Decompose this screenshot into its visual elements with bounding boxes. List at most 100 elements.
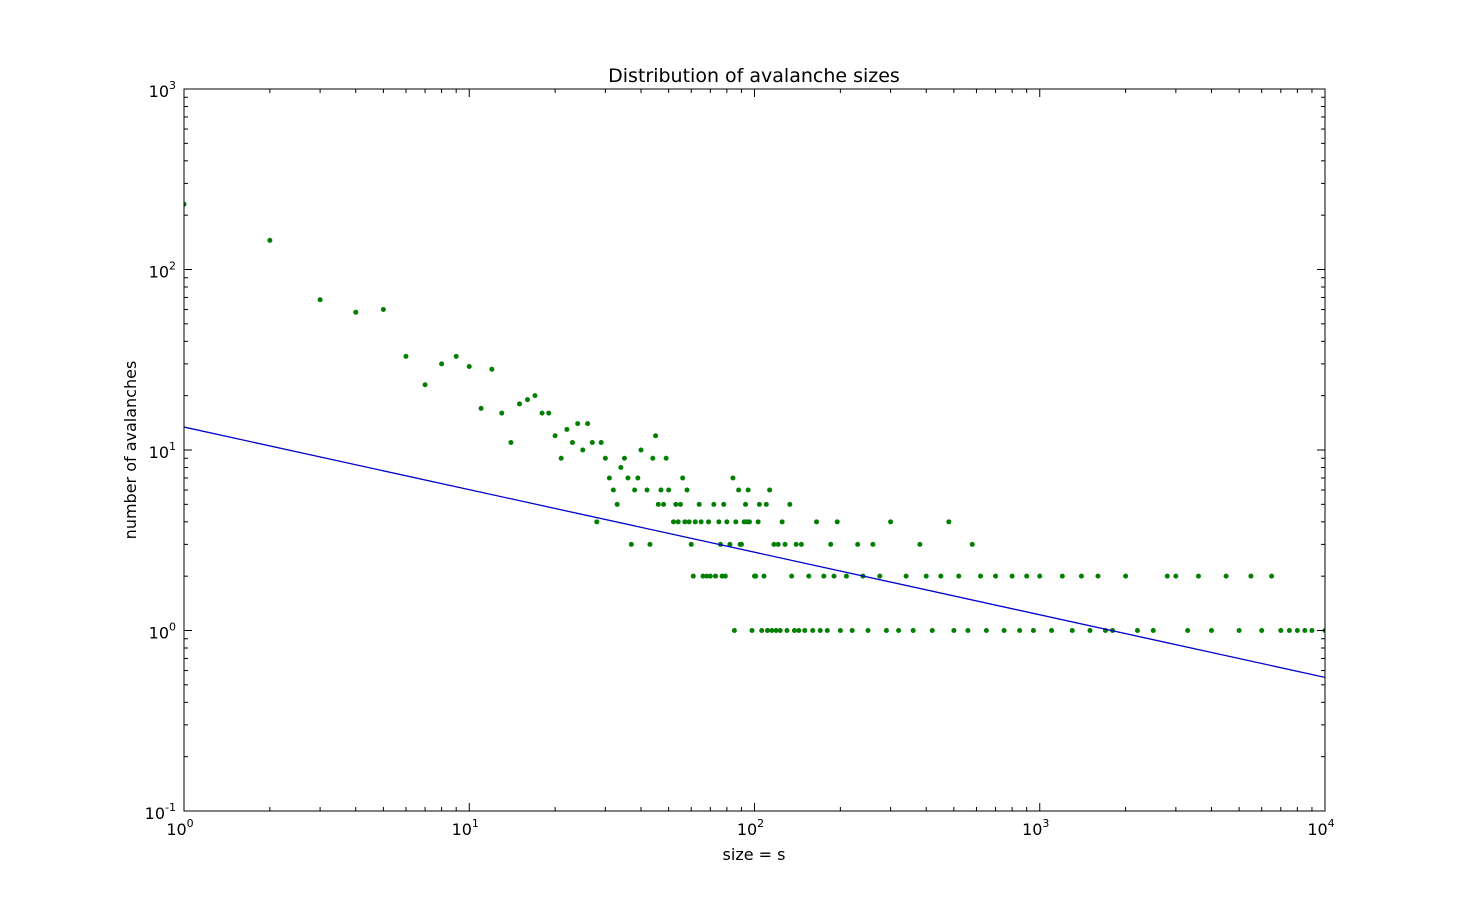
chart-title: Distribution of avalanche sizes bbox=[608, 65, 900, 87]
data-point bbox=[184, 201, 187, 207]
data-point bbox=[403, 353, 409, 359]
data-point bbox=[1024, 573, 1030, 579]
x-axis-ticks: 100 101 102 103 104 bbox=[166, 89, 1335, 839]
data-point bbox=[508, 440, 514, 446]
data-point bbox=[546, 410, 552, 416]
data-point bbox=[1009, 573, 1015, 579]
data-point bbox=[422, 382, 428, 388]
data-point bbox=[798, 541, 804, 547]
data-point bbox=[524, 397, 530, 403]
data-point bbox=[680, 475, 686, 481]
data-point bbox=[663, 455, 669, 461]
data-point bbox=[1259, 628, 1265, 633]
y-tick-label: 103 bbox=[149, 79, 176, 101]
data-point bbox=[1173, 573, 1179, 579]
data-point bbox=[647, 541, 653, 547]
data-point bbox=[704, 573, 710, 579]
data-point bbox=[802, 628, 808, 633]
data-point bbox=[929, 628, 935, 633]
data-point bbox=[644, 487, 650, 493]
data-point bbox=[749, 628, 755, 633]
data-point bbox=[1286, 628, 1292, 633]
data-point bbox=[764, 628, 770, 633]
data-point bbox=[837, 628, 843, 633]
data-point bbox=[993, 573, 999, 579]
data-point bbox=[763, 501, 769, 507]
data-point bbox=[1185, 628, 1191, 633]
y-axis-ticks: 10-1 100 101 102 103 bbox=[145, 79, 1325, 823]
data-point bbox=[638, 447, 644, 453]
data-point bbox=[439, 361, 445, 367]
data-point bbox=[532, 393, 538, 399]
data-point bbox=[1278, 628, 1284, 633]
y-tick-label: 10-1 bbox=[145, 801, 176, 823]
data-point bbox=[810, 628, 816, 633]
data-point bbox=[267, 237, 273, 243]
data-point bbox=[782, 541, 788, 547]
data-point bbox=[698, 519, 704, 525]
data-point bbox=[677, 501, 683, 507]
plot-area bbox=[184, 201, 1325, 678]
data-point bbox=[558, 455, 564, 461]
data-point bbox=[756, 501, 762, 507]
data-point bbox=[722, 573, 728, 579]
data-point bbox=[594, 519, 600, 525]
data-point bbox=[625, 475, 631, 481]
data-point bbox=[666, 487, 672, 493]
data-point bbox=[675, 519, 681, 525]
data-point bbox=[946, 519, 952, 525]
y-tick-label: 101 bbox=[149, 440, 176, 462]
data-point bbox=[635, 475, 641, 481]
data-point bbox=[773, 628, 779, 633]
data-point bbox=[917, 541, 923, 547]
data-point bbox=[855, 541, 861, 547]
fit-line bbox=[184, 426, 1325, 678]
data-point bbox=[745, 487, 751, 493]
data-point bbox=[1150, 628, 1156, 633]
data-point bbox=[965, 628, 971, 633]
data-point bbox=[569, 440, 575, 446]
data-point bbox=[684, 487, 690, 493]
data-point bbox=[733, 519, 739, 525]
axes-frame bbox=[183, 88, 1326, 812]
data-point bbox=[834, 519, 840, 525]
data-point bbox=[738, 541, 744, 547]
data-point bbox=[539, 410, 545, 416]
x-tick-label: 100 bbox=[166, 817, 193, 839]
data-point bbox=[628, 541, 634, 547]
data-point bbox=[771, 541, 777, 547]
data-point bbox=[730, 475, 736, 481]
data-point bbox=[478, 405, 484, 411]
data-point bbox=[650, 455, 656, 461]
data-point bbox=[824, 628, 830, 633]
data-point bbox=[690, 573, 696, 579]
data-point bbox=[759, 628, 765, 633]
data-point bbox=[767, 487, 773, 493]
data-point bbox=[711, 501, 717, 507]
data-point bbox=[1309, 628, 1315, 633]
data-point bbox=[614, 501, 620, 507]
y-tick-label: 102 bbox=[149, 260, 176, 282]
data-point bbox=[784, 628, 790, 633]
data-point bbox=[1134, 628, 1140, 633]
x-tick-label: 102 bbox=[737, 817, 764, 839]
data-point bbox=[585, 421, 591, 427]
data-point bbox=[713, 573, 719, 579]
y-tick-label: 100 bbox=[149, 621, 176, 643]
data-point bbox=[1195, 573, 1201, 579]
data-point bbox=[653, 433, 659, 439]
data-point bbox=[610, 487, 616, 493]
data-point bbox=[1164, 573, 1170, 579]
data-point bbox=[655, 501, 661, 507]
data-point bbox=[682, 519, 688, 525]
data-point bbox=[983, 628, 989, 633]
data-point bbox=[598, 440, 604, 446]
data-point bbox=[1078, 573, 1084, 579]
data-point bbox=[516, 401, 522, 407]
data-point bbox=[1123, 573, 1129, 579]
data-point bbox=[755, 519, 761, 525]
data-point bbox=[1049, 628, 1055, 633]
data-point bbox=[896, 628, 902, 633]
data-point bbox=[796, 628, 802, 633]
